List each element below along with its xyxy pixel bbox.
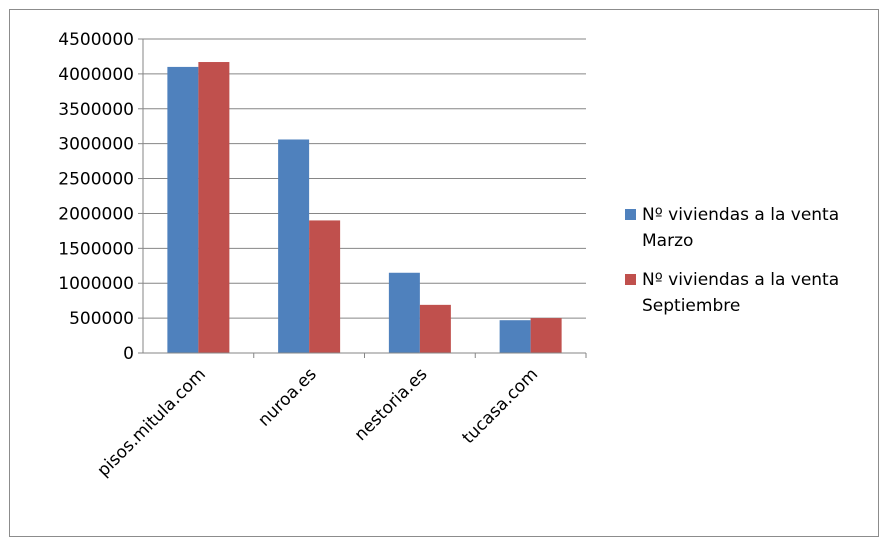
legend-swatch (625, 209, 636, 220)
y-tick-label: 500000 (69, 309, 134, 329)
bars (167, 62, 562, 354)
legend-label: Nº viviendas a la venta Septiembre (642, 270, 839, 316)
x-tick-labels: pisos.mitula.com nuroa.es nestoria.es tucas… (94, 364, 543, 480)
bar-tucasa-com-series-1 (499, 320, 531, 353)
legend-swatch (625, 274, 636, 285)
axes (138, 38, 587, 358)
bar-nestoria-es-series-1 (388, 272, 420, 353)
chart-frame: 0 500000 1000000 1500000 2000000 2500000 30000… (9, 9, 879, 537)
y-tick-label: 3000000 (58, 135, 134, 155)
bar-pisos-mitula-com-series-2 (198, 62, 230, 353)
y-tick-label: 3500000 (58, 100, 134, 120)
y-tick-label: 0 (123, 344, 134, 364)
y-tick-label: 1500000 (58, 239, 134, 259)
y-tick-label: 4000000 (58, 65, 134, 85)
y-tick-labels: 0 500000 1000000 1500000 2000000 2500000 30000… (58, 30, 134, 364)
y-tick-label: 2000000 (58, 204, 134, 224)
y-tick-label: 4500000 (58, 30, 134, 50)
x-tick-label: tucasa.com (459, 364, 543, 448)
legend-label: Nº viviendas a la venta Marzo (642, 205, 839, 251)
bar-chart: 0 500000 1000000 1500000 2000000 2500000 30000… (58, 30, 839, 481)
bar-pisos-mitula-com-series-1 (167, 66, 199, 354)
bar-nuroa-es-series-1 (278, 139, 310, 353)
legend: Nº viviendas a la venta Marzo Nº viviendas… (625, 205, 839, 316)
bar-nuroa-es-series-2 (309, 220, 341, 353)
bar-nestoria-es-series-2 (419, 304, 451, 353)
x-tick-label: nestoria.es (351, 364, 432, 445)
y-tick-label: 1000000 (58, 274, 134, 294)
x-tick-label: nuroa.es (254, 364, 320, 430)
x-tick-label: pisos.mitula.com (94, 364, 210, 480)
y-tick-label: 2500000 (58, 170, 134, 190)
bar-tucasa-com-series-2 (530, 318, 562, 353)
